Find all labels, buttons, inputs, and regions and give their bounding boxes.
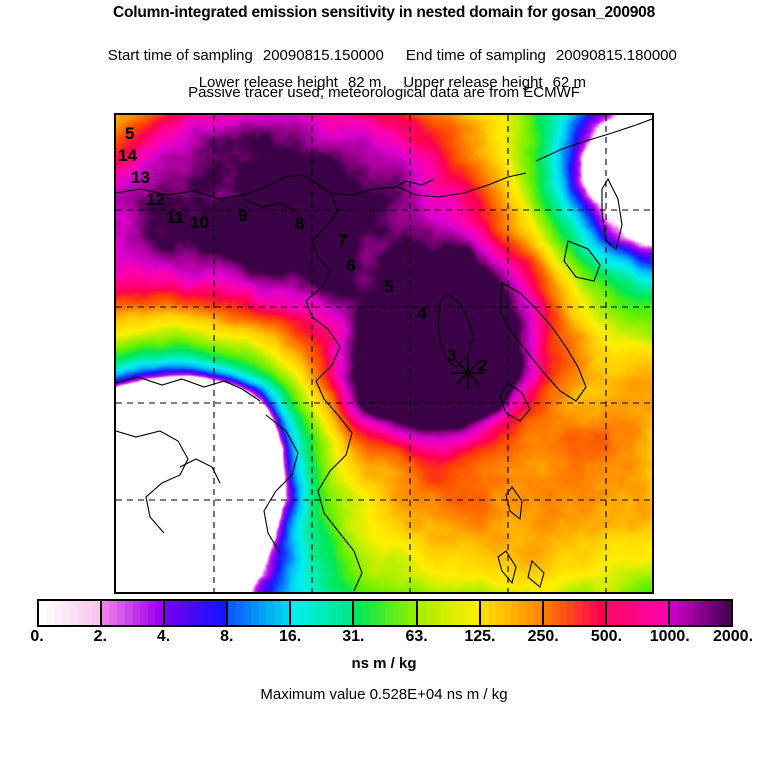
- colorbar: [37, 599, 733, 627]
- coastline-segment-5: [563, 240, 601, 282]
- coastline-segment-11: [243, 198, 297, 212]
- colorbar-tick-10: 1000.: [649, 628, 690, 645]
- coastline-segment-1: [305, 192, 353, 532]
- coastline-segment-17: [179, 458, 221, 484]
- colorbar-segment-9: [606, 601, 670, 625]
- lower-release-label: Lower release height: [198, 74, 338, 91]
- coastline-segment-0: [116, 172, 527, 200]
- coastline-segment-15: [116, 376, 261, 402]
- coastline-segment-10: [527, 559, 545, 588]
- start-time-value: 20090815.150000: [262, 47, 384, 64]
- colorbar-tick-11: 2000.: [712, 628, 754, 645]
- end-time-value: 20090815.180000: [555, 47, 677, 64]
- colorbar-tick-1: 2.: [93, 628, 107, 645]
- coastline-segment-3: [499, 282, 587, 402]
- colorbar-tick-7: 125.: [464, 628, 496, 645]
- upper-release-value: 62 m: [552, 74, 586, 91]
- maximum-value-label: Maximum value 0.528E+04 ns m / kg: [260, 686, 508, 703]
- coastline-segment-4: [499, 382, 531, 422]
- coastline-segment-12: [391, 178, 435, 190]
- colorbar-tick-2: 4.: [156, 628, 171, 645]
- coastlines: [116, 118, 652, 592]
- coastline-segment-6: [601, 177, 623, 250]
- colorbar-unit-label: ns m / kg: [351, 655, 417, 672]
- lower-release-value: 82 m: [347, 74, 382, 91]
- release-point-asterisk: [451, 356, 485, 390]
- coastline-segment-8: [505, 486, 523, 521]
- colorbar-segment-4: [291, 601, 355, 625]
- colorbar-tick-9: 500.: [590, 628, 623, 645]
- colorbar-segment-6: [417, 601, 481, 625]
- coastline-segment-7: [535, 118, 652, 162]
- colorbar-tick-5: 31.: [342, 628, 365, 645]
- colorbar-tick-6: 63.: [405, 628, 428, 645]
- colorbar-tick-8: 250.: [527, 628, 559, 645]
- release-height-line: Lower release height 82 m Upper release he…: [0, 57, 768, 108]
- colorbar-tick-labels: 0. 2. 4. 8. 16. 31. 63. 125. 250. 500. 1000. 2000.: [0, 628, 768, 650]
- coastline-segment-9: [497, 550, 517, 585]
- map-overlay-vectors: [116, 115, 652, 592]
- colorbar-segment-0: [39, 601, 103, 625]
- colorbar-tick-4: 16.: [278, 628, 302, 645]
- tracer-info-line: Passive tracer used, meteorological data…: [188, 84, 580, 101]
- colorbar-segment-3: [228, 601, 292, 625]
- colorbar-segment-1: [102, 601, 166, 625]
- map-panel: 5 14 13 12 11 10 9 8 7 6 5 4 3 2: [114, 113, 654, 594]
- coastline-segment-16: [116, 430, 189, 534]
- sampling-time-line: Start time of sampling 20090815.150000 End…: [0, 30, 768, 81]
- colorbar-segment-10: [669, 601, 732, 625]
- coastline-segment-14: [263, 414, 299, 554]
- page-title: Column-integrated emission sensitivity i…: [112, 4, 656, 21]
- colorbar-segment-8: [543, 601, 607, 625]
- colorbar-segment-7: [480, 601, 544, 625]
- start-time-label: Start time of sampling: [107, 47, 253, 64]
- end-time-label: End time of sampling: [405, 47, 546, 64]
- coastline-segment-13: [337, 530, 363, 592]
- colorbar-segment-5: [354, 601, 418, 625]
- colorbar-tick-3: 8.: [220, 628, 234, 645]
- upper-release-label: Upper release height: [403, 74, 543, 91]
- coastline-segment-2: [437, 292, 475, 368]
- lat-lon-gridlines: [116, 115, 652, 592]
- colorbar-tick-0: 0.: [30, 628, 44, 645]
- colorbar-segment-2: [165, 601, 229, 625]
